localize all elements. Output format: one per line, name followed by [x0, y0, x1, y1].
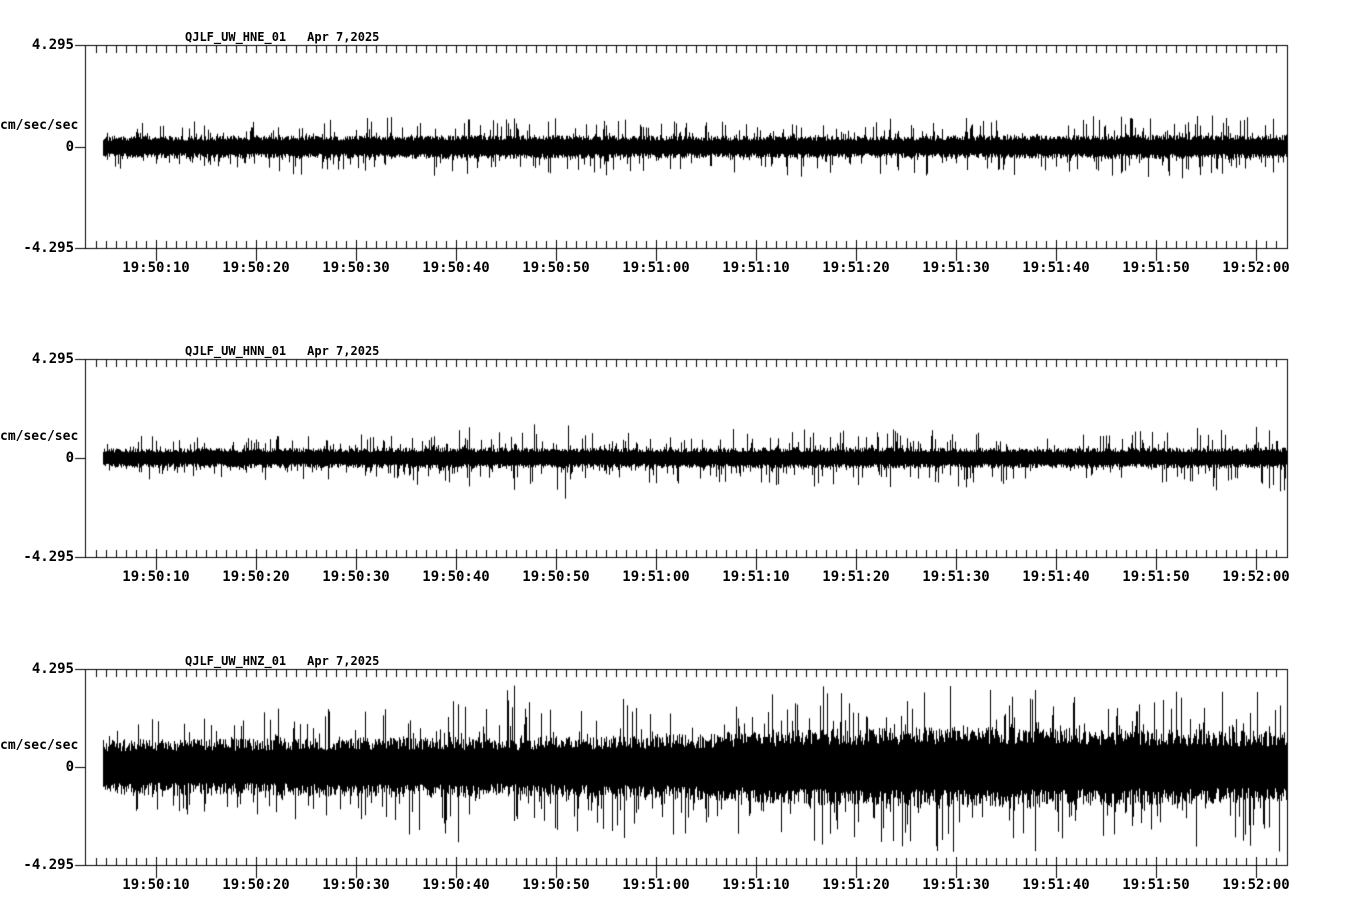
trace-title-date: Apr 7,2025	[307, 654, 380, 668]
x-tick-label: 19:51:30	[922, 260, 990, 276]
y-max-label: 4.295	[31, 351, 74, 367]
y-axis-units-label: cm/sec/sec	[0, 429, 79, 444]
x-tick-label: 19:50:50	[522, 260, 590, 276]
x-tick-label: 19:50:30	[322, 260, 390, 276]
x-tick-label: 19:50:10	[122, 877, 190, 893]
y-zero-label: 0	[65, 450, 74, 466]
x-tick-label: 19:51:40	[1022, 569, 1090, 585]
x-tick-label: 19:50:40	[422, 569, 490, 585]
x-tick-label: 19:51:30	[922, 877, 990, 893]
y-min-label: -4.295	[23, 549, 74, 565]
trace-title-station: QJLF_UW_HNE_01	[185, 30, 287, 44]
x-tick-label: 19:52:00	[1222, 877, 1290, 893]
x-tick-label: 19:51:40	[1022, 260, 1090, 276]
x-tick-label: 19:51:30	[922, 569, 990, 585]
x-tick-label: 19:50:30	[322, 877, 390, 893]
trace-title: QJLF_UW_HNZ_01 Apr 7,2025	[185, 655, 379, 668]
y-min-label: -4.295	[23, 857, 74, 873]
x-tick-label: 19:50:20	[222, 877, 290, 893]
trace-title-date: Apr 7,2025	[307, 30, 380, 44]
x-tick-label: 19:51:10	[722, 569, 790, 585]
x-tick-label: 19:50:10	[122, 260, 190, 276]
x-tick-label: 19:50:10	[122, 569, 190, 585]
x-tick-label: 19:50:40	[422, 877, 490, 893]
y-axis-units-label: cm/sec/sec	[0, 118, 79, 133]
x-tick-label: 19:51:50	[1122, 877, 1190, 893]
x-tick-label: 19:51:40	[1022, 877, 1090, 893]
trace-title-date: Apr 7,2025	[307, 344, 380, 358]
x-tick-label: 19:51:50	[1122, 569, 1190, 585]
trace-title: QJLF_UW_HNE_01 Apr 7,2025	[185, 31, 379, 44]
x-tick-label: 19:51:00	[622, 260, 690, 276]
x-tick-label: 19:52:00	[1222, 260, 1290, 276]
x-tick-label: 19:51:10	[722, 877, 790, 893]
x-tick-label: 19:52:00	[1222, 569, 1290, 585]
x-tick-label: 19:51:00	[622, 877, 690, 893]
x-tick-label: 19:50:20	[222, 569, 290, 585]
y-max-label: 4.295	[31, 37, 74, 53]
y-max-label: 4.295	[31, 661, 74, 677]
x-tick-label: 19:50:40	[422, 260, 490, 276]
x-tick-label: 19:51:10	[722, 260, 790, 276]
trace-title-station: QJLF_UW_HNN_01	[185, 344, 287, 358]
x-tick-label: 19:51:00	[622, 569, 690, 585]
trace-title: QJLF_UW_HNN_01 Apr 7,2025	[185, 345, 379, 358]
x-tick-label: 19:51:20	[822, 877, 890, 893]
y-zero-label: 0	[65, 759, 74, 775]
x-tick-label: 19:50:20	[222, 260, 290, 276]
x-tick-label: 19:51:20	[822, 260, 890, 276]
trace-title-station: QJLF_UW_HNZ_01	[185, 654, 287, 668]
x-tick-label: 19:51:50	[1122, 260, 1190, 276]
x-tick-label: 19:50:50	[522, 877, 590, 893]
x-tick-label: 19:50:50	[522, 569, 590, 585]
y-zero-label: 0	[65, 139, 74, 155]
x-tick-label: 19:50:30	[322, 569, 390, 585]
x-tick-label: 19:51:20	[822, 569, 890, 585]
y-axis-units-label: cm/sec/sec	[0, 738, 79, 753]
y-min-label: -4.295	[23, 240, 74, 256]
